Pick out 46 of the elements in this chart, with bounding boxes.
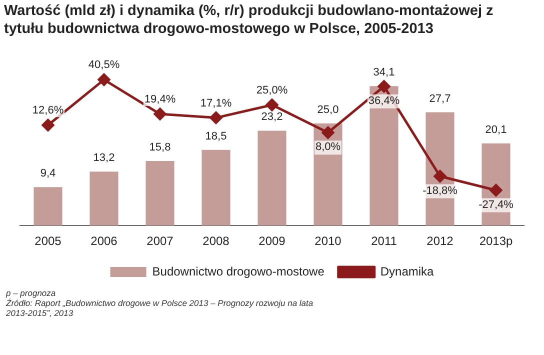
text: Źródło: Raport „Budownictwo drogowe w Polsce 2013 – Prognozy rozwoju na lata 2013-2015”, 2013 [6,298,314,318]
x-tick-label: 2005 [34,234,62,248]
data-label: 36,4% [368,94,400,107]
data-label: 27,7 [429,92,451,105]
x-tick-label: 2009 [258,234,286,248]
point [154,108,166,120]
data-label: 13,2 [93,152,115,164]
point [42,118,54,132]
point [98,73,110,86]
x-tick-label: 2008 [202,234,230,248]
data-label: 20,1 [485,124,507,136]
bar [258,130,286,226]
data-label: 25,0% [256,84,288,96]
data-label: 17,1% [200,97,232,110]
point [210,112,222,124]
data-label: 23,2 [261,111,283,124]
point [378,80,390,93]
bar [146,160,174,226]
data-label: 40,5% [88,59,120,72]
data-label: 19,4% [144,94,176,106]
legend-label: Budownictwo drogowo-mostowe [152,264,325,278]
data-label: 9,4 [40,168,56,180]
x-tick-label: 2007 [146,234,174,248]
x-tick-label: 2012 [426,234,454,248]
chart-title: Wartość (mld zł) i dynamika (%, r/r) produkcji budowlano-montażowej z tytułu budownictwa drogowo-mostowego w Polsce, 2005-2013 [3,2,494,38]
x-tick-label: 2010 [314,234,342,248]
point [266,98,278,112]
data-label: 25,0 [317,104,339,116]
data-label: 12,6% [32,104,64,117]
data-label: -18,8% [422,184,458,197]
x-tick-label: 2013p [479,234,514,248]
text: p – prognoza [6,288,57,298]
bar [90,172,118,226]
legend-label: Dynamika [380,264,434,278]
bar [34,187,62,226]
data-label: 8,0% [315,141,341,154]
point [434,170,446,182]
x-tick-label: 2011 [371,234,398,248]
point [490,184,502,196]
point [322,126,334,139]
data-label: 34,1 [373,66,395,79]
bar [202,150,230,226]
data-label: -27,4% [478,198,514,211]
data-label: 18,5 [205,130,227,142]
x-tick-label: 2006 [90,234,118,248]
data-label: 15,8 [149,142,171,154]
